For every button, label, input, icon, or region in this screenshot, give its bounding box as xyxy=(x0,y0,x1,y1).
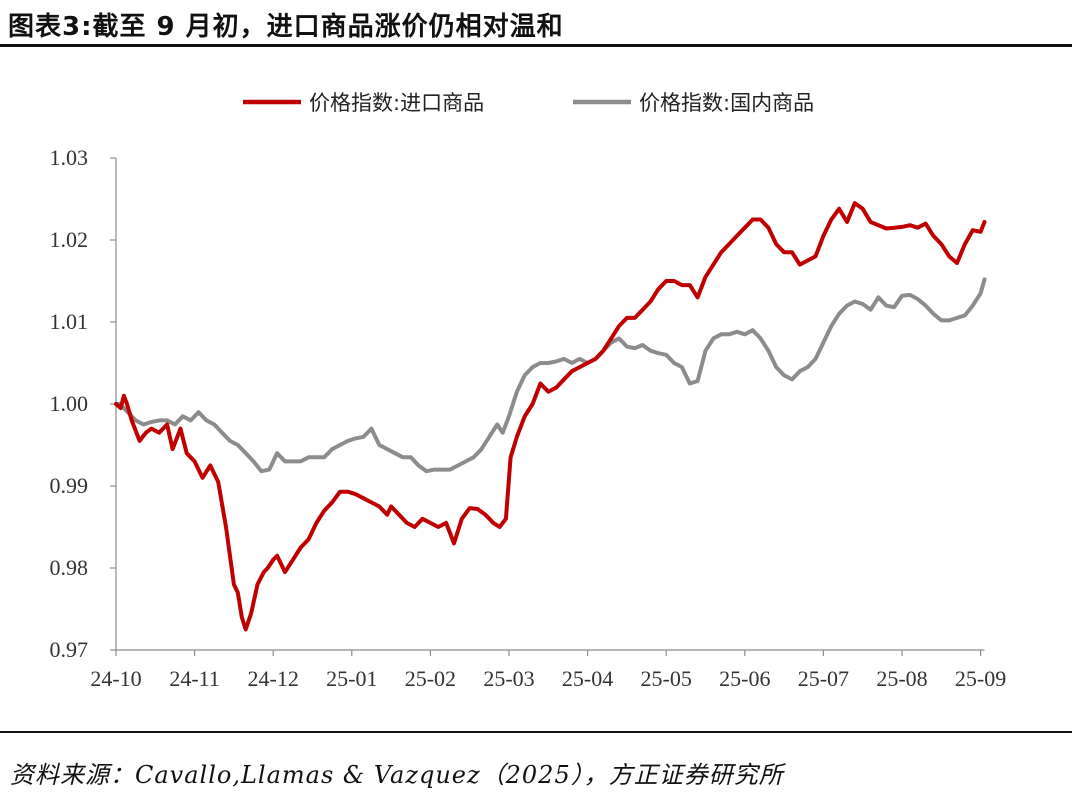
plot-area xyxy=(114,201,987,632)
y-axis: 1.03 1.02 1.01 1.00 0.99 0.98 0.97 xyxy=(50,145,117,662)
y-tick-label: 0.97 xyxy=(50,637,89,662)
bottom-rule xyxy=(0,731,1072,733)
x-tick-label: 25-05 xyxy=(641,666,692,691)
x-tick-label: 25-08 xyxy=(876,666,927,691)
y-tick-label: 1.00 xyxy=(50,391,89,416)
y-tick-label: 0.98 xyxy=(50,555,89,580)
x-axis: 24-10 24-11 24-12 25-01 25-02 25-03 25-04 25-05… xyxy=(90,649,1006,691)
legend-label-0: 价格指数:进口商品 xyxy=(309,91,484,115)
x-tick-label: 25-06 xyxy=(719,666,770,691)
x-tick-label: 25-01 xyxy=(326,666,377,691)
x-tick-label: 25-07 xyxy=(798,666,849,691)
x-tick-label: 25-02 xyxy=(405,666,456,691)
x-tick-label: 24-12 xyxy=(248,666,299,691)
legend: 价格指数:进口商品 价格指数:国内商品 xyxy=(243,91,814,115)
figure-title: 图表3:截至 9 月初，进口商品涨价仍相对温和 xyxy=(8,12,564,42)
y-tick-label: 0.99 xyxy=(50,473,89,498)
source-note: 资料来源：Cavallo,Llamas & Vazquez（2025），方正证券… xyxy=(10,761,784,789)
x-tick-label: 25-04 xyxy=(562,666,613,691)
series-line-1 xyxy=(114,277,987,474)
x-tick-label: 24-10 xyxy=(90,666,141,691)
legend-label-1: 价格指数:国内商品 xyxy=(639,91,814,115)
y-tick-label: 1.02 xyxy=(50,227,89,252)
y-tick-label: 1.03 xyxy=(50,145,89,170)
x-tick-label: 25-03 xyxy=(483,666,534,691)
series-line-0 xyxy=(114,201,987,632)
x-tick-label: 24-11 xyxy=(169,666,220,691)
line-chart: 价格指数:进口商品 价格指数:国内商品 1.03 1.02 1.01 1.00 0.99 0… xyxy=(50,91,1007,691)
top-rule xyxy=(0,44,1072,47)
x-tick-label: 25-09 xyxy=(955,666,1006,691)
y-tick-label: 1.01 xyxy=(50,309,89,334)
